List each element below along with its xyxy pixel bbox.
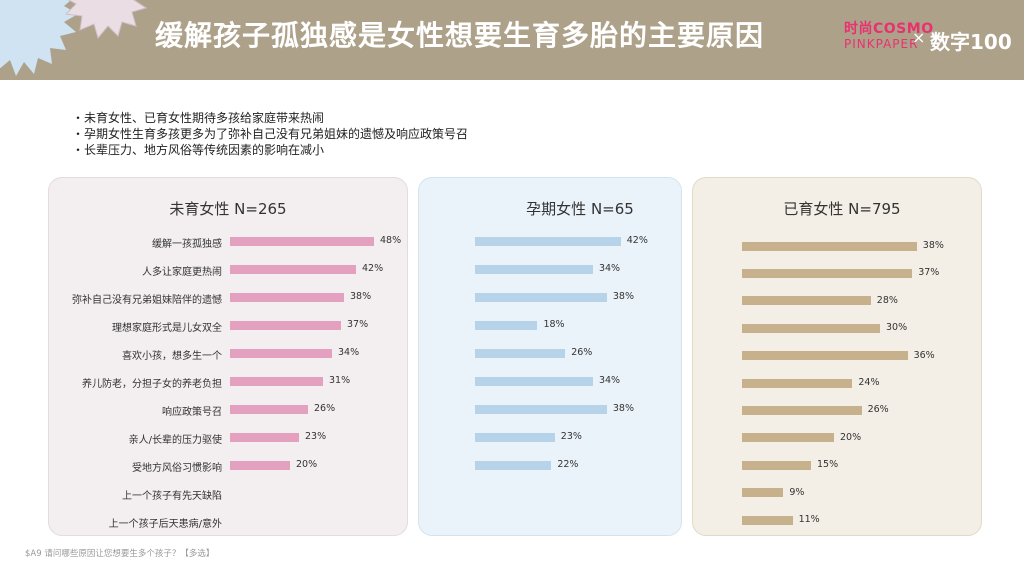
category-label: 养儿防老，分担子女的养老负担 [82,379,222,390]
category-label: 上一个孩子后天患病/意外 [108,519,222,530]
bar [742,433,834,443]
bar [475,292,607,302]
bar [742,268,913,278]
value-label: 30% [886,322,908,334]
bar [230,348,332,358]
bar [230,376,323,386]
category-label: 人多让家庭更热闹 [142,267,222,278]
value-label: 22% [557,459,579,470]
value-label: 38% [612,291,634,302]
chart-panel-pregnant: 孕期女性 N=65 42% 34% 38% 18% 26% 34% 38% 23% 22% [418,177,682,536]
value-label: 23% [560,431,582,442]
value-label: 38% [922,240,944,251]
bar [742,351,908,361]
survey-question-footnote: $A9 请问哪些原因让您想要生多个孩子？【多选】 [25,549,215,559]
shuzi100-logo: 数字100 [930,30,1012,54]
bar [475,236,621,246]
bar [475,404,607,414]
bar [742,241,917,251]
bar [742,405,862,415]
bar [742,323,880,333]
chart-panel-parous: 已育女性 N=795 38% 37% 28% 30% 36% 24% 26% 20% 15% 9%… [692,177,982,536]
bar [742,488,784,498]
value-label: 24% [858,377,880,388]
category-label: 缓解一孩孤独感 [152,239,222,250]
chart-title: 孕期女性 N=65 [526,200,634,218]
finding-3: ・长辈压力、地方风俗等传统因素的影响在减小 [72,143,325,157]
category-label: 响应政策号召 [162,407,222,418]
value-label: 9% [789,486,805,498]
bar [742,378,853,388]
value-label: 37% [347,319,369,330]
chart-title: 未育女性 N=265 [169,200,287,218]
bar [742,296,871,306]
value-label: 26% [867,404,889,416]
value-label: 28% [876,294,898,306]
category-label: 上一个孩子有先天缺陷 [122,491,222,502]
cosmo-logo-text: 时尚COSMO [844,21,934,37]
value-label: 38% [612,403,634,414]
bar [230,432,299,442]
value-label: 26% [571,347,593,358]
category-label: 理想家庭形式是儿女双全 [112,323,222,334]
finding-2: ・孕期女性生育多孩更多为了弥补自己没有兄弟姐妹的遗憾及响应政策号召 [72,127,469,141]
bar [230,264,356,274]
category-label: 亲人/长辈的压力驱使 [128,435,222,446]
chart-panel-nulliparous: 未育女性 N=265 缓解一孩孤独感 48% 人多让家庭更热闹 42% 弥补自己没有兄弟… [48,177,408,536]
bar [742,460,811,470]
bar [230,404,308,414]
value-label: 48% [380,235,402,246]
bar [742,515,793,525]
bar [475,376,593,386]
value-label: 34% [338,347,360,358]
category-label: 弥补自己没有兄弟姐妹陪伴的遗憾 [72,295,222,306]
bar [230,320,341,330]
value-label: 20% [296,459,318,470]
value-label: 23% [305,431,327,442]
value-label: 37% [918,267,940,279]
bar [230,236,374,246]
category-label: 喜欢小孩，想多生一个 [122,351,222,362]
value-label: 20% [840,431,862,443]
starburst-decoration-pink [64,0,148,40]
value-label: 36% [913,349,935,361]
bar [230,460,290,470]
page-title: 缓解孩子孤独感是女性想要生育多胎的主要原因 [155,19,765,52]
value-label: 34% [598,263,621,274]
cross-separator: × [912,28,926,47]
bar [475,264,593,274]
bar [475,432,555,442]
finding-1: ・未育女性、已育女性期待多孩给家庭带来热闹 [72,111,325,125]
value-label: 11% [798,514,820,525]
value-label: 18% [543,319,565,330]
value-label: 34% [598,375,621,386]
value-label: 31% [329,375,351,386]
cosmo-logo: 时尚COSMO PINKPAPER [844,22,934,50]
bar [230,292,344,302]
pinkpaper-logo-text: PINKPAPER [844,37,919,51]
bar [475,348,566,358]
header-banner: 缓解孩子孤独感是女性想要生育多胎的主要原因 时尚COSMO PINKPAPER … [0,0,1024,80]
starburst-decoration-blue [0,0,78,76]
key-findings: ・未育女性、已育女性期待多孩给家庭带来热闹 ・孕期女性生育多孩更多为了弥补自己没… [72,110,468,158]
value-label: 38% [350,291,372,302]
value-label: 42% [626,235,648,246]
category-label: 受地方风俗习惯影响 [132,463,222,474]
value-label: 26% [314,403,336,414]
value-label: 42% [362,263,384,274]
bar [475,320,538,330]
chart-title: 已育女性 N=795 [783,200,901,218]
bar [475,460,552,470]
value-label: 15% [817,459,839,471]
